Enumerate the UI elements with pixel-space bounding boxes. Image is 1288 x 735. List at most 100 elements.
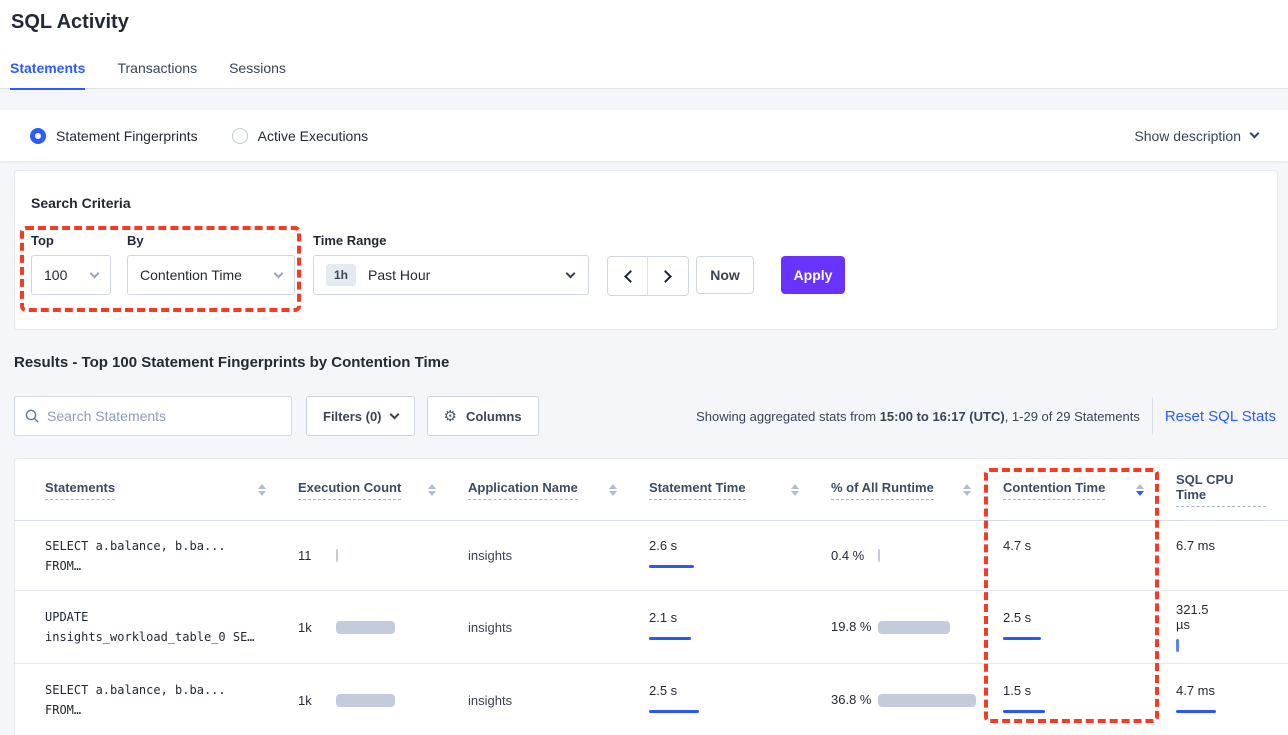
- show-description-label: Show description: [1134, 127, 1241, 144]
- next-time-button[interactable]: [648, 257, 688, 295]
- gear-icon: ⚙: [443, 408, 457, 425]
- filters-button[interactable]: Filters (0): [306, 396, 415, 436]
- bar-line: [1003, 636, 1041, 640]
- top-select-value: 100: [44, 267, 68, 283]
- bar-tick: [1176, 639, 1179, 652]
- column-header-statements[interactable]: Statements: [45, 480, 298, 500]
- column-header-statement-time[interactable]: Statement Time: [649, 480, 831, 500]
- columns-button[interactable]: ⚙ Columns: [426, 396, 539, 436]
- statement-link[interactable]: UPDATE insights_workload_table_0 SE…: [45, 610, 255, 644]
- search-statements-box[interactable]: [14, 396, 292, 436]
- time-range-picker[interactable]: 1h Past Hour: [313, 255, 589, 295]
- time-nav-group: [607, 256, 689, 296]
- statement-time-cell: 2.5 s: [649, 683, 831, 718]
- table-row[interactable]: SELECT a.balance, b.ba... FROM… 1k insig…: [15, 664, 1288, 735]
- tab-transactions[interactable]: Transactions: [117, 60, 198, 76]
- bar-line: [1003, 709, 1045, 713]
- chevron-down-icon: [565, 268, 576, 278]
- application-name-cell: insights: [468, 692, 513, 708]
- search-statements-input[interactable]: [47, 408, 281, 424]
- page-title: SQL Activity: [11, 11, 129, 33]
- execution-count-cell: 1k: [298, 693, 468, 708]
- table-header-row: Statements Execution Count Application N…: [15, 459, 1288, 521]
- bar-chart: [336, 693, 395, 707]
- radio-active-executions[interactable]: Active Executions: [231, 127, 369, 144]
- sort-icon[interactable]: [963, 483, 971, 496]
- bar-chart: [336, 620, 395, 634]
- column-header-execution-count[interactable]: Execution Count: [298, 480, 468, 500]
- chevron-down-icon: [89, 268, 100, 278]
- bar-chart: [878, 549, 880, 562]
- by-select[interactable]: Contention Time: [127, 255, 295, 295]
- column-header-sql-cpu-time[interactable]: SQL CPU Time: [1176, 472, 1288, 507]
- chevron-left-icon: [624, 269, 637, 283]
- view-toggle-bar: Statement Fingerprints Active Executions…: [0, 110, 1288, 161]
- sort-icon[interactable]: [428, 483, 436, 496]
- now-button[interactable]: Now: [696, 256, 754, 294]
- statement-link[interactable]: SELECT a.balance, b.ba... FROM…: [45, 683, 226, 717]
- search-criteria-panel: Search Criteria Top By Time Range 100 Co…: [14, 170, 1278, 330]
- time-range-label: Time Range: [313, 233, 387, 248]
- radio-statement-fingerprints[interactable]: Statement Fingerprints: [30, 127, 198, 144]
- apply-button[interactable]: Apply: [781, 256, 845, 294]
- sql-cpu-time-cell: 321.5 µs: [1176, 602, 1288, 652]
- radio-unselected-icon[interactable]: [231, 127, 248, 144]
- bar-line: [649, 636, 691, 640]
- top-select[interactable]: 100: [31, 255, 111, 295]
- contention-time-cell: 4.7 s: [1003, 538, 1032, 553]
- by-label: By: [127, 233, 144, 248]
- table-row[interactable]: UPDATE insights_workload_table_0 SE… 1k …: [15, 591, 1288, 664]
- contention-time-cell: 1.5 s: [1003, 683, 1176, 718]
- sql-cpu-time-cell: 4.7 ms: [1176, 683, 1288, 718]
- top-label: Top: [31, 233, 54, 248]
- chevron-down-icon: [273, 268, 284, 278]
- column-header-application-name[interactable]: Application Name: [468, 480, 649, 500]
- radio-label: Statement Fingerprints: [56, 127, 198, 144]
- chevron-right-icon: [658, 269, 672, 283]
- radio-selected-icon[interactable]: [30, 127, 46, 144]
- tab-bar: Statements Transactions Sessions: [10, 60, 286, 90]
- search-icon: [25, 409, 39, 423]
- sql-cpu-time-cell: 6.7 ms: [1176, 538, 1216, 553]
- table-row[interactable]: SELECT a.balance, b.ba... FROM… 11 insig…: [15, 521, 1288, 591]
- vertical-divider: [1151, 397, 1153, 435]
- statement-link[interactable]: SELECT a.balance, b.ba... FROM…: [45, 538, 226, 573]
- stats-summary: Showing aggregated stats from 15:00 to 1…: [696, 408, 1140, 424]
- execution-count-cell: 1k: [298, 620, 468, 635]
- results-heading: Results - Top 100 Statement Fingerprints…: [14, 354, 450, 371]
- statement-time-cell: 2.6 s: [649, 538, 831, 573]
- bar-chart: [878, 620, 950, 634]
- search-criteria-title: Search Criteria: [31, 195, 131, 211]
- sort-icon-descending-active[interactable]: [1136, 483, 1144, 496]
- chevron-down-icon: [1249, 128, 1260, 139]
- chevron-down-icon: [389, 409, 399, 419]
- bar-line: [649, 565, 694, 568]
- statement-time-cell: 2.1 s: [649, 610, 831, 645]
- by-select-value: Contention Time: [140, 267, 242, 283]
- results-toolbar: Filters (0) ⚙ Columns Showing aggregated…: [14, 396, 1278, 436]
- filters-label: Filters (0): [323, 408, 382, 424]
- column-header-pct-runtime[interactable]: % of All Runtime: [831, 480, 1003, 500]
- time-range-value: Past Hour: [368, 267, 431, 283]
- column-header-contention-time[interactable]: Contention Time: [1003, 480, 1176, 500]
- tab-statements[interactable]: Statements: [10, 60, 86, 90]
- statements-table: Statements Execution Count Application N…: [14, 458, 1288, 735]
- bar-chart: [336, 549, 338, 562]
- pct-runtime-cell: 0.4 %: [831, 547, 1003, 565]
- sort-icon[interactable]: [791, 483, 799, 496]
- reset-sql-stats-link[interactable]: Reset SQL Stats: [1164, 407, 1276, 425]
- previous-time-button[interactable]: [608, 257, 648, 295]
- time-range-badge: 1h: [326, 264, 357, 286]
- page-header: SQL Activity Statements Transactions Ses…: [0, 0, 1288, 90]
- sort-icon[interactable]: [258, 483, 266, 496]
- application-name-cell: insights: [468, 619, 513, 635]
- tab-sessions[interactable]: Sessions: [229, 60, 286, 76]
- show-description-toggle[interactable]: Show description: [1134, 127, 1260, 144]
- radio-label: Active Executions: [257, 127, 369, 144]
- bar-chart: [878, 693, 976, 707]
- execution-count-cell: 11: [298, 548, 468, 563]
- bar-line: [1176, 709, 1216, 713]
- pct-runtime-cell: 19.8 %: [831, 618, 1003, 636]
- bar-line: [649, 709, 699, 713]
- sort-icon[interactable]: [609, 483, 617, 496]
